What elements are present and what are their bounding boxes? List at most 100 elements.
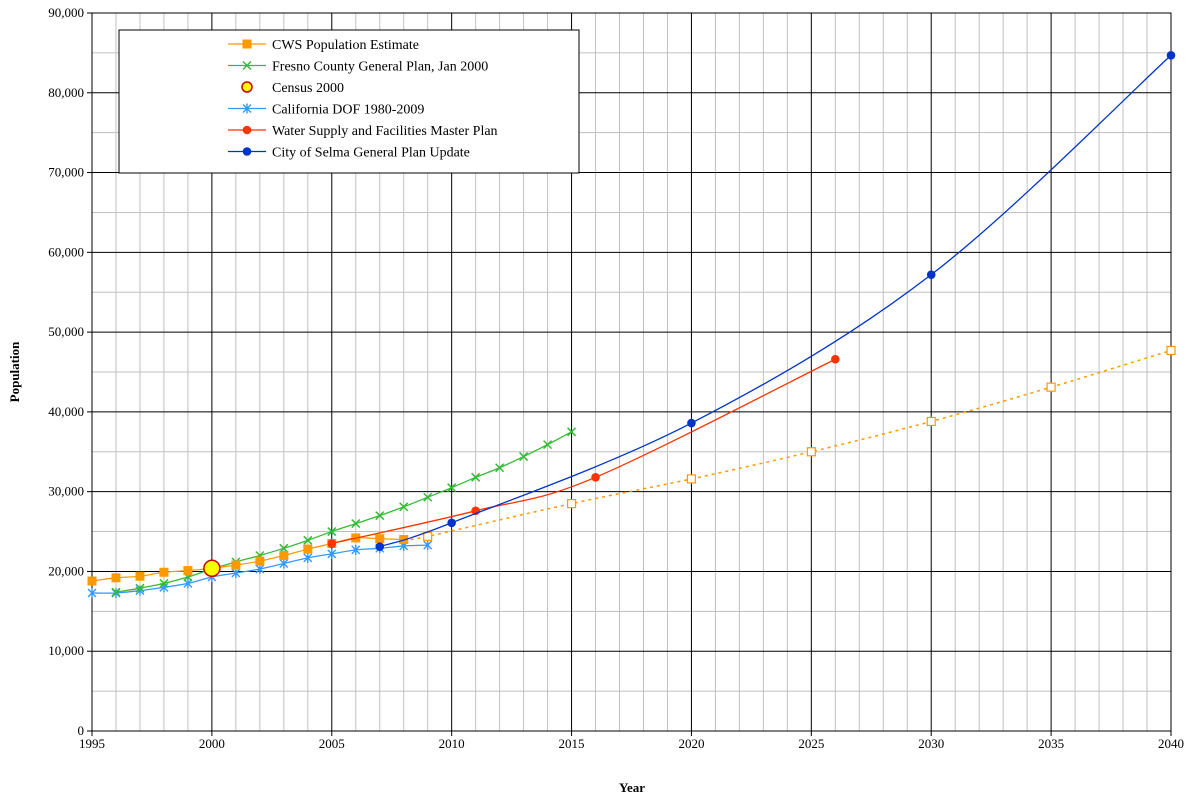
data-point — [255, 556, 265, 566]
series-4 — [327, 354, 840, 548]
x-tick-label: 1995 — [79, 736, 105, 751]
x-axis-title: Year — [619, 780, 645, 795]
data-point — [447, 518, 456, 528]
y-tick-label: 90,000 — [48, 5, 84, 20]
data-point — [566, 499, 577, 509]
legend-marker — [241, 81, 253, 93]
data-point — [471, 472, 481, 482]
legend-item: Census 2000 — [241, 81, 344, 96]
data-point — [159, 567, 169, 577]
legend[interactable]: CWS Population Estimate Fresno County Gen… — [118, 29, 580, 174]
legend-label: Water Supply and Facilities Master Plan — [272, 124, 498, 139]
y-tick-label: 60,000 — [48, 244, 84, 259]
data-point — [279, 550, 289, 560]
data-point — [1166, 50, 1176, 60]
series-projection-line — [403, 349, 1172, 541]
data-point — [135, 583, 145, 593]
series-line — [331, 358, 836, 545]
y-axis-title: Population — [7, 341, 22, 402]
x-axis-ticks: 1995 2000 2005 2010 2015 2020 2025 2030 2035 2040 — [79, 731, 1184, 751]
y-tick-label: 20,000 — [48, 563, 84, 578]
data-point — [203, 559, 221, 578]
y-tick-label: 50,000 — [48, 324, 84, 339]
data-point — [255, 564, 265, 575]
data-point — [375, 511, 385, 521]
y-tick-label: 10,000 — [48, 643, 84, 658]
y-tick-label: 30,000 — [48, 484, 84, 499]
y-tick-label: 80,000 — [48, 85, 84, 100]
legend-label: Fresno County General Plan, Jan 2000 — [272, 60, 488, 75]
x-tick-label: 2035 — [1038, 736, 1064, 751]
series-line — [115, 431, 572, 593]
data-point — [686, 474, 697, 484]
data-point — [159, 578, 169, 588]
data-point — [242, 103, 252, 114]
data-point — [926, 270, 936, 279]
data-point — [1166, 345, 1176, 356]
legend-label: California DOF 1980-2009 — [272, 103, 424, 118]
y-tick-label: 0 — [78, 723, 85, 738]
series-layer — [87, 50, 1176, 598]
data-point — [327, 527, 337, 537]
legend-label: CWS Population Estimate — [272, 38, 419, 53]
data-point — [567, 427, 577, 437]
data-point — [495, 463, 505, 473]
data-point — [591, 473, 600, 482]
data-point — [926, 416, 936, 427]
data-point — [351, 544, 361, 555]
data-point — [1046, 382, 1056, 392]
data-point — [399, 502, 409, 512]
data-point — [327, 548, 337, 559]
plot-area-border — [91, 12, 1172, 732]
x-tick-label: 2005 — [319, 736, 345, 751]
series-2 — [203, 559, 221, 578]
data-point — [135, 571, 145, 581]
data-point — [242, 60, 252, 71]
legend-item: Water Supply and Facilities Master Plan — [228, 124, 498, 139]
data-point — [231, 568, 241, 579]
data-point — [242, 147, 252, 156]
data-point — [375, 542, 385, 552]
y-tick-label: 70,000 — [48, 165, 84, 180]
data-point — [111, 587, 121, 597]
x-tick-label: 2000 — [199, 736, 225, 751]
data-point — [242, 125, 252, 135]
legend-label: Census 2000 — [272, 81, 344, 96]
series-0 — [87, 345, 1176, 586]
legend-item: CWS Population Estimate — [228, 38, 419, 53]
y-tick-label: 40,000 — [48, 404, 84, 419]
legend-item: City of Selma General Plan Update — [228, 146, 470, 161]
data-point — [303, 544, 313, 554]
data-point — [183, 566, 193, 576]
data-point — [231, 560, 241, 570]
legend-item: California DOF 1980-2009 — [228, 103, 424, 118]
data-point — [351, 519, 361, 529]
x-tick-label: 2030 — [918, 736, 944, 751]
data-point — [447, 483, 457, 493]
series-5 — [375, 50, 1176, 552]
data-point — [279, 558, 289, 569]
data-point — [87, 576, 97, 586]
data-point — [687, 418, 696, 428]
data-point — [543, 440, 553, 450]
legend-box — [118, 29, 580, 174]
data-point — [375, 534, 385, 544]
x-tick-label: 2040 — [1158, 736, 1184, 751]
data-point — [423, 540, 433, 551]
data-point — [806, 447, 816, 457]
data-point — [242, 39, 252, 49]
x-tick-label: 2010 — [439, 736, 465, 751]
data-point — [423, 492, 433, 502]
data-point — [519, 452, 529, 462]
data-point — [327, 539, 337, 548]
y-axis-ticks: 0 10,000 20,000 30,000 40,000 50,000 60,000 70,… — [48, 5, 92, 738]
data-point — [303, 535, 313, 545]
legend-item: Fresno County General Plan, Jan 2000 — [228, 60, 488, 75]
data-point — [303, 552, 313, 563]
x-tick-label: 2015 — [559, 736, 585, 751]
data-point — [279, 543, 289, 553]
x-tick-label: 2020 — [678, 736, 704, 751]
legend-label: City of Selma General Plan Update — [272, 146, 470, 161]
data-point — [831, 354, 840, 364]
